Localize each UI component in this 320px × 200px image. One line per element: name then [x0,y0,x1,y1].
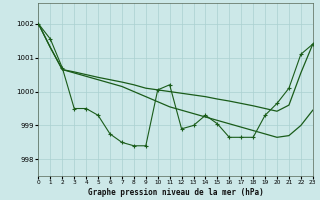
X-axis label: Graphe pression niveau de la mer (hPa): Graphe pression niveau de la mer (hPa) [88,188,263,197]
